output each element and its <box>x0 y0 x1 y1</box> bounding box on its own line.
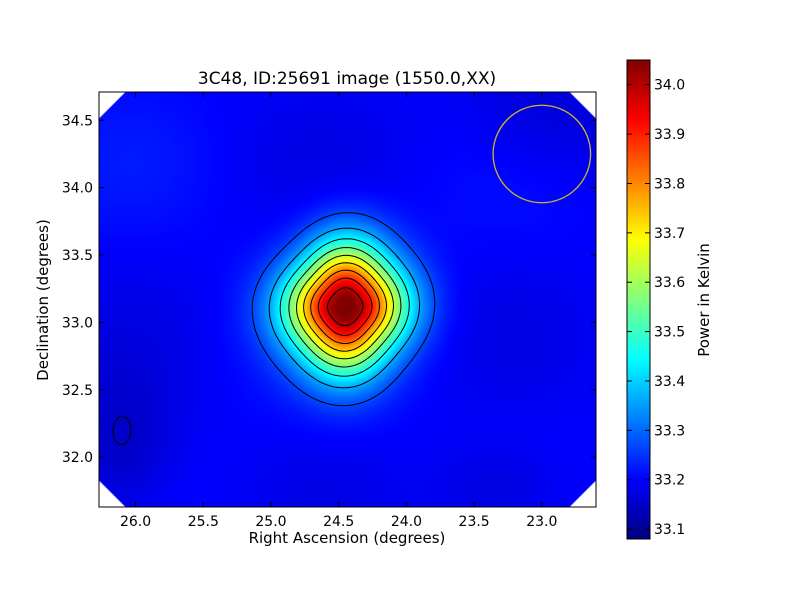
x-axis: 26.0 25.5 25.0 24.5 24.0 23.5 23.0 <box>120 92 557 530</box>
contour-line <box>317 277 373 336</box>
contour-line <box>268 227 421 389</box>
y-tick-label: 32.0 <box>62 450 93 466</box>
y-tick-label: 33.5 <box>62 248 93 264</box>
x-tick-label: 26.0 <box>120 514 151 530</box>
y-tick-label: 34.0 <box>62 181 93 197</box>
colorbar-tick-label: 33.6 <box>654 275 685 291</box>
colorbar-tick-label: 33.2 <box>654 473 685 489</box>
contour-line <box>288 247 402 368</box>
colorbar-tick-label: 33.4 <box>654 374 685 390</box>
beam-circle <box>492 104 592 204</box>
contour-line <box>296 254 394 360</box>
y-axis: 32.0 32.5 33.0 33.5 34.0 34.5 <box>62 113 596 466</box>
x-tick-label: 23.0 <box>526 514 557 530</box>
x-tick-label: 24.0 <box>391 514 422 530</box>
contour-line <box>279 238 410 377</box>
heatmap-image <box>99 92 596 507</box>
colorbar-tick-label: 34.0 <box>654 78 685 94</box>
contour-line <box>326 287 364 327</box>
x-tick-label: 24.5 <box>323 514 354 530</box>
colorbar-ticks: 33.1 33.2 33.3 33.4 33.5 33.6 33.7 33.8 33.9 34.0 <box>627 78 685 538</box>
contour-line <box>303 262 387 352</box>
y-axis-label: Declination (degrees) <box>34 219 52 381</box>
x-tick-label: 25.0 <box>255 514 286 530</box>
y-tick-label: 34.5 <box>62 113 93 129</box>
heatmap-plot <box>98 91 597 508</box>
chart-title: 3C48, ID:25691 image (1550.0,XX) <box>198 69 496 89</box>
colorbar-tick-label: 33.8 <box>654 176 685 192</box>
colorbar: 33.1 33.2 33.3 33.4 33.5 33.6 33.7 33.8 33.9 34.0… <box>626 59 713 540</box>
plot-frame <box>98 91 597 508</box>
colorbar-tick-label: 33.9 <box>654 127 685 143</box>
y-tick-label: 32.5 <box>62 383 93 399</box>
contour-line <box>310 269 380 344</box>
contour-line <box>112 415 132 446</box>
colorbar-tick-label: 33.1 <box>654 522 685 538</box>
contour-lines <box>112 212 436 446</box>
colorbar-gradient <box>626 59 651 540</box>
x-tick-label: 25.5 <box>188 514 219 530</box>
colorbar-label: Power in Kelvin <box>695 243 713 357</box>
x-tick-label: 23.5 <box>459 514 490 530</box>
colorbar-tick-label: 33.7 <box>654 226 685 242</box>
x-axis-label: Right Ascension (degrees) <box>249 529 446 547</box>
contour-line <box>251 212 436 407</box>
colorbar-tick-label: 33.5 <box>654 325 685 341</box>
colorbar-tick-label: 33.3 <box>654 423 685 439</box>
y-tick-label: 33.0 <box>62 315 93 331</box>
